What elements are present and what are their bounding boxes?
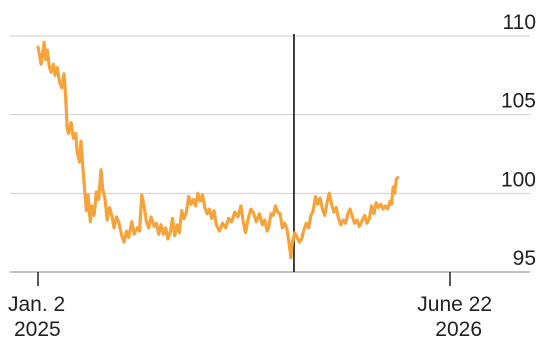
gridlines	[10, 35, 530, 273]
series-line	[36, 40, 400, 260]
x-tick-label: June 22	[417, 293, 492, 316]
x-tick-label: Jan. 2	[8, 293, 65, 316]
y-tick-label: 110	[503, 11, 536, 34]
y-tick-label: 95	[513, 247, 536, 270]
x-tick-year-label: 2026	[435, 318, 482, 341]
y-tick-label: 105	[501, 90, 536, 113]
y-tick-label: 100	[501, 168, 536, 191]
x-tick-year-label: 2025	[14, 318, 61, 341]
y-axis-ticks: 110 105 100 95	[501, 11, 536, 270]
